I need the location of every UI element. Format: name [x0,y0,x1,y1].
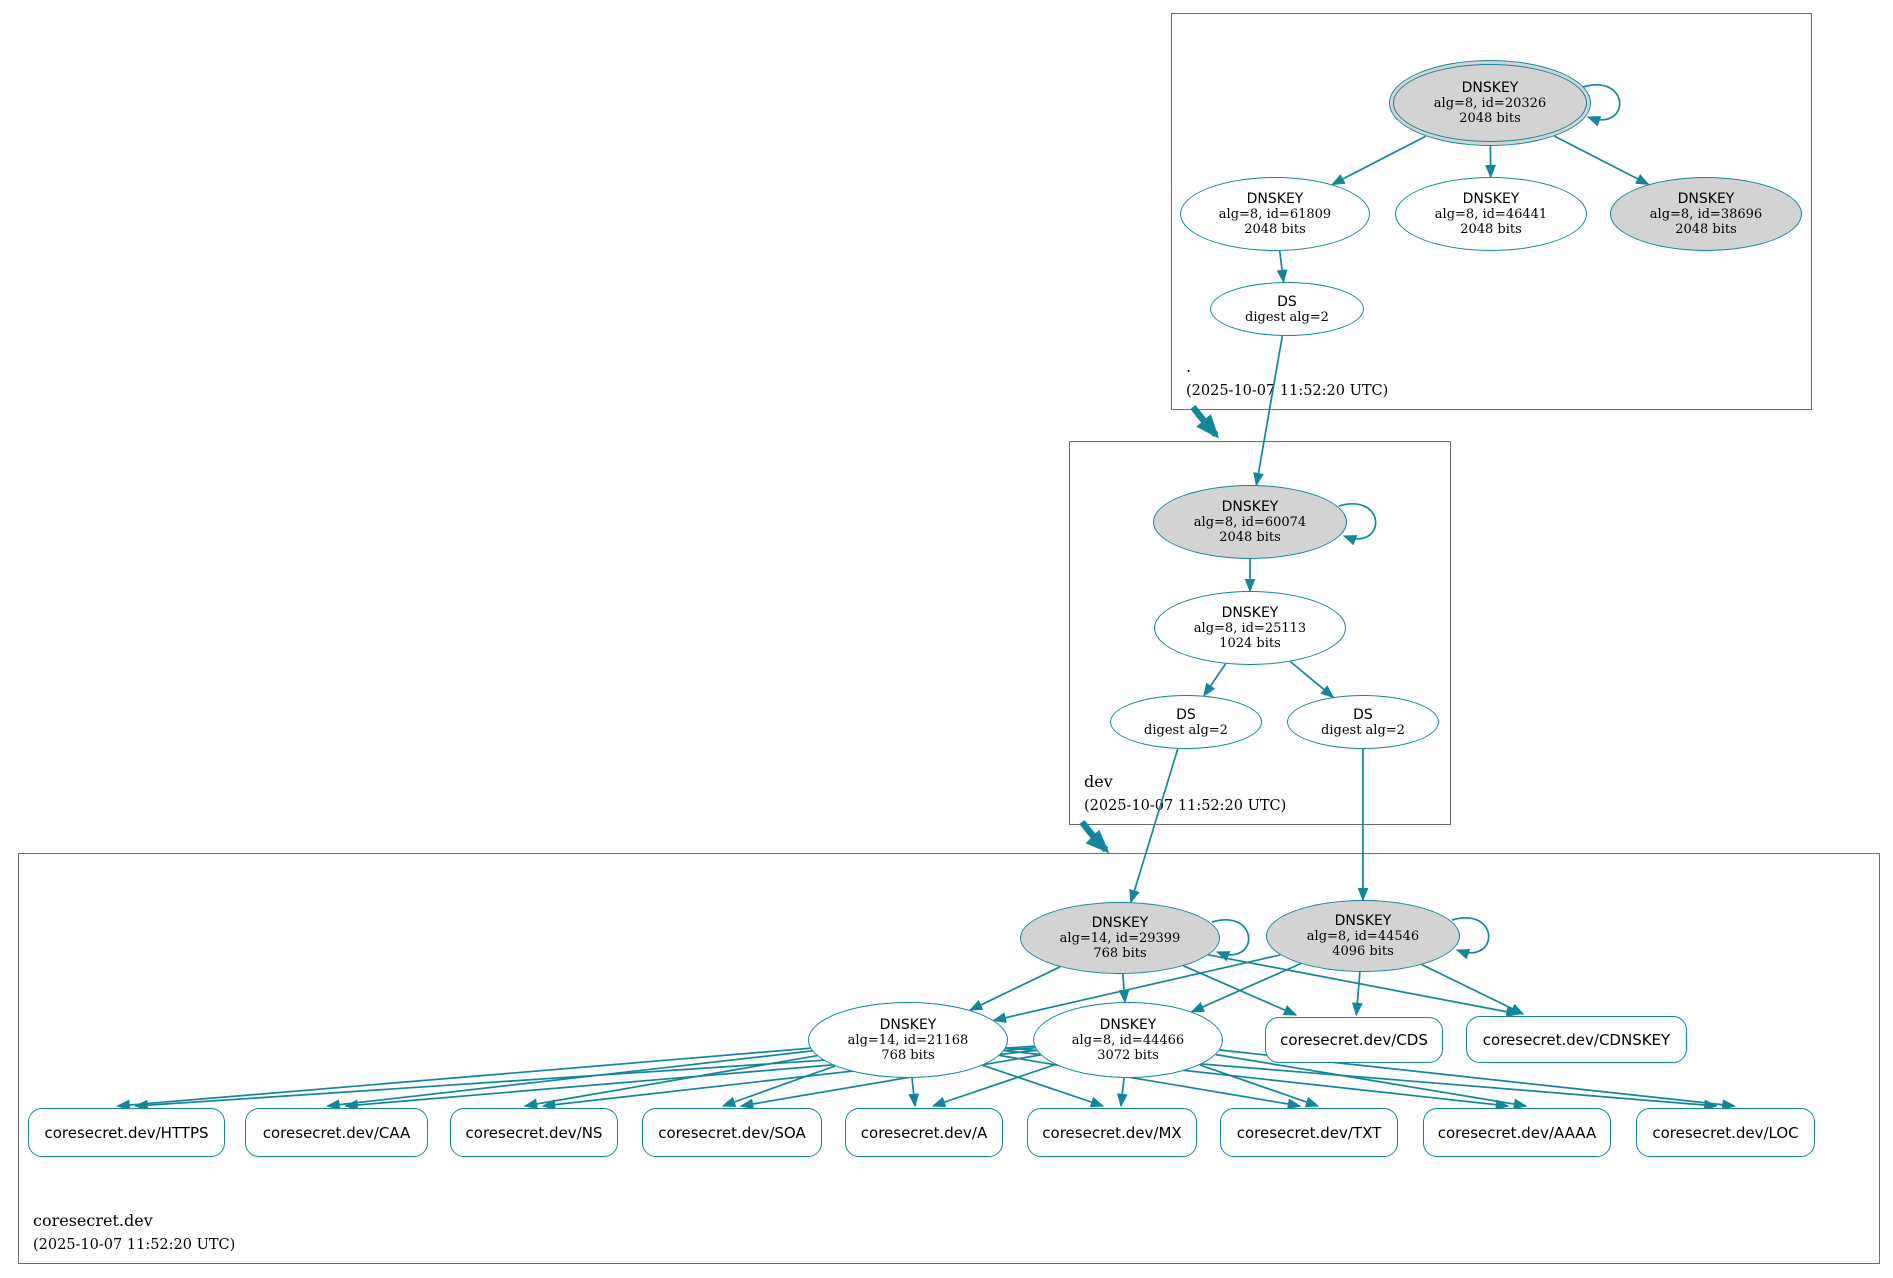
zone-box-coresecret-dev: coresecret.dev (2025-10-07 11:52:20 UTC) [18,853,1880,1264]
dnskey-25113-node[interactable]: DNSKEY alg=8, id=25113 1024 bits [1154,591,1346,665]
dnskey-60074-node[interactable]: DNSKEY alg=8, id=60074 2048 bits [1153,485,1347,559]
zone-labels-root: . (2025-10-07 11:52:20 UTC) [1186,357,1388,399]
rrset-ns-label: coresecret.dev/NS [465,1123,603,1142]
rrset-https[interactable]: coresecret.dev/HTTPS [28,1108,225,1157]
ds-dev-left-title: DS [1176,706,1196,723]
zone-name-coresecret-dev: coresecret.dev [33,1211,153,1230]
dnskey-44546-bits: 4096 bits [1332,944,1394,959]
rrset-txt[interactable]: coresecret.dev/TXT [1220,1108,1398,1157]
zone-timestamp-dev: (2025-10-07 11:52:20 UTC) [1084,798,1287,814]
dnskey-20326-alg-id: alg=8, id=20326 [1433,96,1547,111]
zone-box-root: . (2025-10-07 11:52:20 UTC) [1171,13,1812,410]
zone-name-dev: dev [1084,772,1113,791]
dnskey-61809-title: DNSKEY [1246,191,1304,207]
edge-zone_root-zone_dev [1190,405,1220,439]
dnskey-25113-title: DNSKEY [1221,605,1279,621]
dnskey-60074-title: DNSKEY [1221,499,1279,515]
dnskey-38696-alg-id: alg=8, id=38696 [1649,207,1763,222]
rrset-loc-label: coresecret.dev/LOC [1652,1123,1799,1142]
rrset-mx[interactable]: coresecret.dev/MX [1027,1108,1197,1157]
rrset-cds-label: coresecret.dev/CDS [1280,1031,1428,1049]
dnskey-29399-alg-id: alg=14, id=29399 [1059,931,1181,946]
zone-labels-dev: dev (2025-10-07 11:52:20 UTC) [1084,772,1286,814]
dnskey-20326-bits: 2048 bits [1459,111,1521,126]
dnskey-44546-title: DNSKEY [1334,913,1392,929]
dnskey-46441-node[interactable]: DNSKEY alg=8, id=46441 2048 bits [1395,177,1587,251]
ds-dev-left-digest: digest alg=2 [1144,722,1228,738]
dnskey-44466-node[interactable]: DNSKEY alg=8, id=44466 3072 bits [1033,1002,1223,1078]
dnskey-25113-bits: 1024 bits [1219,636,1281,651]
dnskey-46441-title: DNSKEY [1462,191,1520,207]
ds-root-digest: digest alg=2 [1245,309,1329,325]
rrset-aaaa-label: coresecret.dev/AAAA [1437,1123,1597,1142]
ds-dev-right-title: DS [1353,706,1373,723]
dnskey-29399-bits: 768 bits [1093,946,1147,961]
ds-root-node[interactable]: DS digest alg=2 [1210,282,1364,336]
rrset-aaaa[interactable]: coresecret.dev/AAAA [1423,1108,1611,1157]
rrset-a-label: coresecret.dev/A [860,1123,988,1142]
dnskey-38696-bits: 2048 bits [1675,222,1737,237]
rrset-cds[interactable]: coresecret.dev/CDS [1265,1017,1443,1063]
rrset-soa[interactable]: coresecret.dev/SOA [642,1108,822,1157]
dnskey-46441-bits: 2048 bits [1460,222,1522,237]
rrset-caa-label: coresecret.dev/CAA [262,1123,411,1142]
rrset-mx-label: coresecret.dev/MX [1042,1123,1182,1142]
rrset-cdnskey-label: coresecret.dev/CDNSKEY [1482,1030,1671,1049]
rrset-loc[interactable]: coresecret.dev/LOC [1636,1108,1815,1157]
dnskey-20326-node[interactable]: DNSKEY alg=8, id=20326 2048 bits [1389,60,1591,146]
ds-root-title: DS [1277,293,1297,310]
dnskey-44546-alg-id: alg=8, id=44546 [1306,929,1420,944]
ds-dev-right-node[interactable]: DS digest alg=2 [1287,695,1439,749]
dnskey-20326-title: DNSKEY [1461,80,1519,96]
zone-timestamp-coresecret-dev: (2025-10-07 11:52:20 UTC) [33,1237,236,1253]
dnskey-44546-node[interactable]: DNSKEY alg=8, id=44546 4096 bits [1266,900,1460,972]
dnskey-21168-alg-id: alg=14, id=21168 [847,1033,969,1048]
ds-dev-right-digest: digest alg=2 [1321,722,1405,738]
dnskey-38696-node[interactable]: DNSKEY alg=8, id=38696 2048 bits [1610,177,1802,251]
dnskey-21168-title: DNSKEY [879,1017,937,1033]
rrset-ns[interactable]: coresecret.dev/NS [450,1108,618,1157]
dnskey-61809-node[interactable]: DNSKEY alg=8, id=61809 2048 bits [1180,177,1370,251]
dnskey-25113-alg-id: alg=8, id=25113 [1193,621,1307,636]
rrset-https-label: coresecret.dev/HTTPS [44,1123,209,1142]
zone-labels-coresecret-dev: coresecret.dev (2025-10-07 11:52:20 UTC) [33,1211,235,1253]
dnskey-44466-title: DNSKEY [1099,1017,1157,1033]
dnskey-29399-node[interactable]: DNSKEY alg=14, id=29399 768 bits [1020,902,1220,974]
ds-dev-left-node[interactable]: DS digest alg=2 [1110,695,1262,749]
rrset-caa[interactable]: coresecret.dev/CAA [245,1108,428,1157]
dnskey-60074-alg-id: alg=8, id=60074 [1193,515,1307,530]
dnskey-21168-node[interactable]: DNSKEY alg=14, id=21168 768 bits [808,1002,1008,1078]
zone-name-root: . [1186,357,1192,376]
dnskey-44466-alg-id: alg=8, id=44466 [1071,1033,1185,1048]
zone-timestamp-root: (2025-10-07 11:52:20 UTC) [1186,383,1389,399]
dnskey-38696-title: DNSKEY [1677,191,1735,207]
rrset-soa-label: coresecret.dev/SOA [658,1123,806,1142]
rrset-txt-label: coresecret.dev/TXT [1236,1123,1382,1142]
dnskey-46441-alg-id: alg=8, id=46441 [1434,207,1548,222]
edge-zone_dev-zone_coresecret [1079,820,1110,854]
dnskey-61809-alg-id: alg=8, id=61809 [1218,207,1332,222]
dnskey-29399-title: DNSKEY [1091,915,1149,931]
dnskey-44466-bits: 3072 bits [1097,1048,1159,1063]
dnskey-60074-bits: 2048 bits [1219,530,1281,545]
dnskey-61809-bits: 2048 bits [1244,222,1306,237]
rrset-a[interactable]: coresecret.dev/A [845,1108,1003,1157]
dnskey-21168-bits: 768 bits [881,1048,935,1063]
rrset-cdnskey[interactable]: coresecret.dev/CDNSKEY [1466,1016,1687,1063]
